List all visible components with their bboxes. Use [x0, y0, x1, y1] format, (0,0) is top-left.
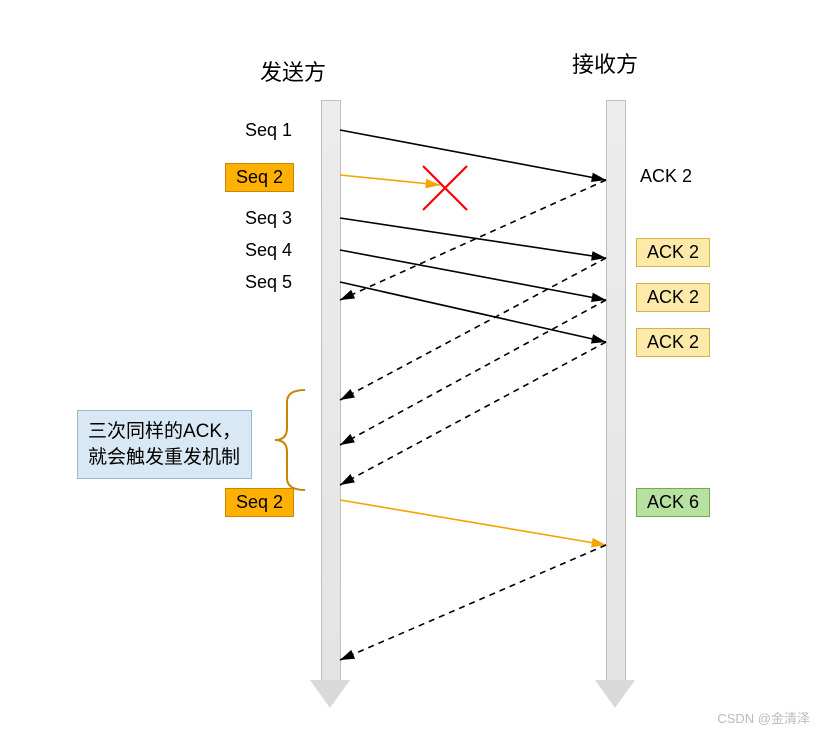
sender-timeline-arrow	[310, 680, 350, 708]
arrows-layer	[0, 0, 822, 733]
arrow-9	[340, 500, 606, 545]
receiver-timeline	[606, 100, 626, 682]
arrow-5	[340, 180, 606, 300]
sender-title: 发送方	[260, 55, 326, 87]
callout-box: 三次同样的ACK， 就会触发重发机制	[77, 410, 252, 479]
ack2-box-2: ACK 2	[636, 283, 710, 312]
brace-icon	[275, 390, 305, 490]
sender-timeline	[321, 100, 341, 682]
seq1-label: Seq 1	[245, 120, 292, 141]
seq2-retx-box: Seq 2	[225, 488, 294, 517]
arrow-2	[340, 218, 606, 258]
arrow-4	[340, 282, 606, 342]
arrow-1	[340, 175, 440, 185]
ack2-first-label: ACK 2	[640, 166, 692, 187]
arrow-10	[340, 545, 606, 660]
arrow-6	[340, 258, 606, 400]
arrow-0	[340, 130, 606, 180]
ack2-box-3: ACK 2	[636, 328, 710, 357]
arrow-8	[340, 342, 606, 485]
ack6-box: ACK 6	[636, 488, 710, 517]
seq2-lost-box: Seq 2	[225, 163, 294, 192]
callout-line1: 三次同样的ACK，	[88, 419, 241, 445]
watermark: CSDN @金清泽	[717, 708, 810, 727]
seq4-label: Seq 4	[245, 240, 292, 261]
receiver-title: 接收方	[572, 47, 638, 79]
callout-line2: 就会触发重发机制	[88, 445, 241, 471]
diagram-canvas: 发送方 接收方 Seq 1 Seq 2 Seq 3 Seq 4 Seq 5 Se…	[0, 0, 822, 733]
seq3-label: Seq 3	[245, 208, 292, 229]
arrow-3	[340, 250, 606, 300]
arrow-7	[340, 300, 606, 445]
ack2-box-1: ACK 2	[636, 238, 710, 267]
receiver-timeline-arrow	[595, 680, 635, 708]
seq5-label: Seq 5	[245, 272, 292, 293]
lost-packet-x-icon	[423, 166, 467, 210]
